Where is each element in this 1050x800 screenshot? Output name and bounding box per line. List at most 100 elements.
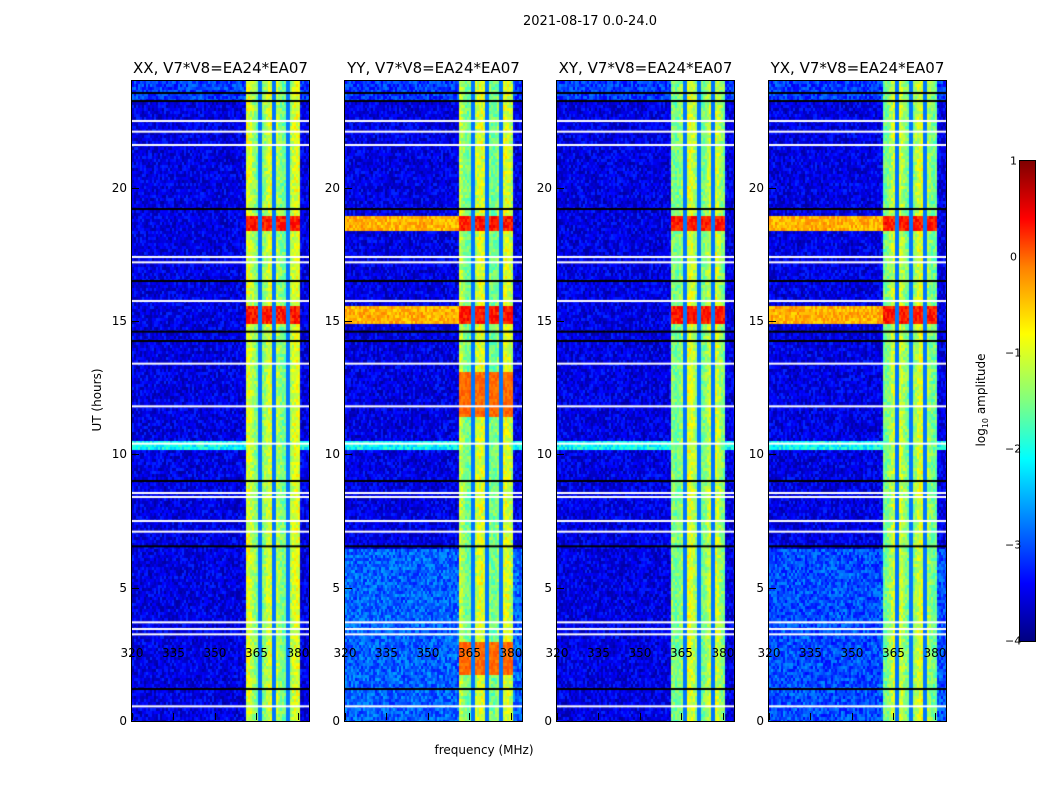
x-tick xyxy=(427,713,429,720)
x-tick xyxy=(851,713,853,720)
heatmap-panel: XX, V7*V8=EA24*EA07 xyxy=(131,59,310,722)
x-tick xyxy=(557,713,558,720)
y-tick-label: 10 xyxy=(324,447,340,462)
y-tick-label: 5 xyxy=(756,580,764,595)
y-tick-label: 15 xyxy=(536,314,552,328)
colorbar-tick-label: −2 xyxy=(1005,442,1022,456)
x-tick xyxy=(297,713,299,720)
x-tick-label: 350 xyxy=(416,646,440,660)
colorbar-tick-label: 1 xyxy=(1010,154,1017,168)
y-tick-label: 5 xyxy=(544,580,552,595)
y-tick xyxy=(132,454,139,456)
heatmap-image xyxy=(557,81,734,721)
y-tick xyxy=(132,587,139,589)
y-tick xyxy=(132,321,139,322)
y-tick xyxy=(769,721,776,722)
y-axis-label: UT (hours) xyxy=(90,368,104,432)
x-tick-label: 380 xyxy=(711,646,735,660)
panel-title: XX, V7*V8=EA24*EA07 xyxy=(133,59,308,77)
x-tick-label: 350 xyxy=(628,646,652,660)
y-tick xyxy=(345,587,352,589)
x-tick xyxy=(173,713,175,720)
y-tick-label: 5 xyxy=(119,580,127,595)
y-tick-label: 15 xyxy=(324,314,340,328)
x-tick-label: 320 xyxy=(120,646,144,660)
figure-title: 2021-08-17 0.0-24.0 xyxy=(523,14,657,29)
colorbar-tick-label: 0 xyxy=(1010,250,1017,264)
x-tick-label: 365 xyxy=(245,646,268,660)
colorbar-tick-label: −1 xyxy=(1005,346,1022,360)
x-tick-label: 320 xyxy=(333,646,357,660)
x-tick-label: 365 xyxy=(458,646,481,660)
y-tick xyxy=(769,187,776,189)
x-tick-label: 365 xyxy=(670,646,693,660)
x-tick xyxy=(132,713,133,720)
y-tick-label: 10 xyxy=(111,447,127,462)
y-tick-label: 0 xyxy=(544,714,552,728)
x-tick xyxy=(722,713,724,720)
x-tick xyxy=(681,713,683,720)
colorbar-tick-label: −4 xyxy=(1005,634,1022,648)
y-tick-label: 20 xyxy=(324,180,340,195)
y-tick-label: 15 xyxy=(748,314,764,328)
heatmap-image xyxy=(769,81,946,721)
x-tick xyxy=(256,713,258,720)
x-tick-label: 380 xyxy=(286,646,310,660)
x-tick xyxy=(510,713,512,720)
y-tick-label: 10 xyxy=(536,447,552,462)
x-tick xyxy=(769,713,770,720)
x-tick-label: 365 xyxy=(882,646,905,660)
y-tick-label: 10 xyxy=(748,447,764,462)
y-tick-label: 15 xyxy=(111,314,127,328)
x-tick-label: 320 xyxy=(545,646,569,660)
colorbar-tick-label: −3 xyxy=(1005,538,1022,552)
y-tick xyxy=(132,721,139,722)
x-tick xyxy=(639,713,641,720)
y-tick xyxy=(345,454,352,456)
x-tick xyxy=(345,713,346,720)
heatmap-image xyxy=(345,81,522,721)
x-tick xyxy=(810,713,812,720)
panel-title: YY, V7*V8=EA24*EA07 xyxy=(347,59,520,77)
x-tick-label: 335 xyxy=(375,646,398,660)
y-tick xyxy=(557,321,564,322)
x-tick xyxy=(214,713,216,720)
y-tick xyxy=(132,187,139,189)
x-tick-label: 320 xyxy=(757,646,781,660)
y-tick-label: 0 xyxy=(119,714,127,728)
x-tick-label: 350 xyxy=(840,646,864,660)
x-axis-label: frequency (MHz) xyxy=(434,743,534,757)
y-tick-label: 20 xyxy=(536,180,552,195)
y-tick xyxy=(345,721,352,722)
x-tick xyxy=(598,713,600,720)
y-tick xyxy=(769,321,776,322)
heatmap-panel: YY, V7*V8=EA24*EA07 xyxy=(344,59,523,722)
x-tick xyxy=(934,713,936,720)
x-tick-label: 335 xyxy=(799,646,822,660)
x-tick-label: 335 xyxy=(162,646,185,660)
colorbar xyxy=(1019,160,1036,642)
y-tick-label: 20 xyxy=(748,180,764,195)
y-tick xyxy=(769,454,776,456)
x-tick xyxy=(469,713,471,720)
y-tick xyxy=(557,454,564,456)
heatmap-panel: YX, V7*V8=EA24*EA07 xyxy=(768,59,947,722)
panel-title: YX, V7*V8=EA24*EA07 xyxy=(770,59,945,77)
y-tick xyxy=(769,587,776,589)
x-tick xyxy=(893,713,895,720)
heatmap-panel: XY, V7*V8=EA24*EA07 xyxy=(556,59,735,722)
panel-title: XY, V7*V8=EA24*EA07 xyxy=(558,59,733,77)
y-tick xyxy=(557,587,564,589)
y-tick xyxy=(557,721,564,722)
x-tick-label: 380 xyxy=(499,646,523,660)
y-tick-label: 0 xyxy=(756,714,764,728)
x-tick xyxy=(386,713,388,720)
y-tick-label: 20 xyxy=(111,180,127,195)
y-tick xyxy=(557,187,564,189)
colorbar-label: log10 amplitude xyxy=(973,353,991,447)
heatmap-image xyxy=(132,81,309,721)
y-tick xyxy=(345,321,352,322)
y-tick xyxy=(345,187,352,189)
y-tick-label: 0 xyxy=(332,714,340,728)
